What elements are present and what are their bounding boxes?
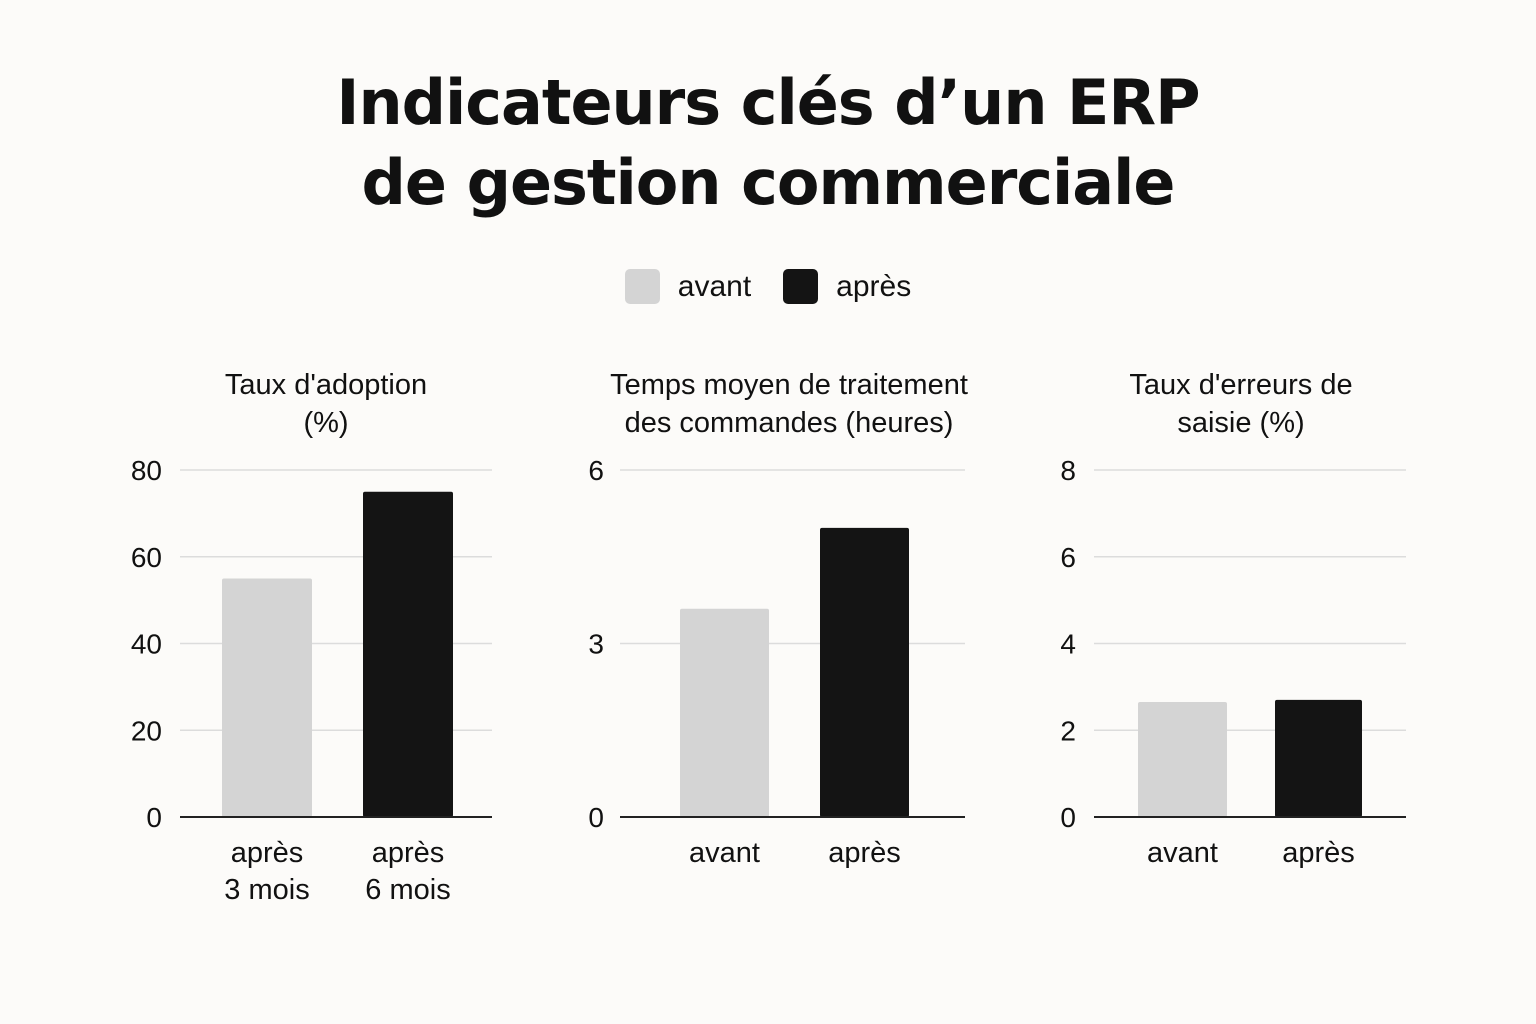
legend-item-apres[interactable]: après	[783, 269, 911, 304]
chart-1-tick-label-20: 20	[131, 715, 162, 746]
main-title-line-1: Indicateurs clés d’un ERP	[336, 66, 1200, 139]
chart-1: Taux d'adoption (%) 0 20 40 60 80 après 3 mois ap…	[131, 369, 492, 906]
chart-1-title-line-1: Taux d'adoption	[225, 369, 427, 401]
chart-3: Taux d'erreurs de saisie (%) 0 2 4 6 8 avant apr…	[1060, 369, 1406, 869]
chart-3-tick-label-0: 0	[1060, 802, 1076, 833]
chart-2-tick-label-0: 0	[588, 802, 604, 833]
legend-label-apres: après	[836, 269, 912, 303]
legend-swatch-apres	[783, 269, 819, 304]
chart-2-title-line-2: des commandes (heures)	[625, 407, 954, 439]
chart-3-tick-label-8: 8	[1060, 455, 1076, 486]
legend-swatch-avant	[624, 269, 660, 304]
chart-1-title-line-2: (%)	[303, 407, 348, 439]
chart-1-category-label-1-line-2: 3 mois	[224, 874, 309, 906]
chart-1-bar-1	[222, 578, 312, 817]
chart-2-tick-label-3: 3	[588, 629, 604, 660]
main-title-line-2: de gestion commerciale	[361, 146, 1176, 219]
chart-2: Temps moyen de traitement des commandes (…	[588, 369, 967, 869]
chart-3-title-line-1: Taux d'erreurs de	[1129, 369, 1352, 401]
chart-3-tick-label-2: 2	[1060, 715, 1076, 746]
chart-1-tick-label-60: 60	[131, 542, 162, 573]
chart-2-bar-2	[820, 527, 909, 817]
chart-1-tick-label-0: 0	[146, 802, 162, 833]
chart-3-tick-label-4: 4	[1060, 629, 1076, 660]
chart-2-title-line-1: Temps moyen de traitement	[610, 369, 968, 401]
chart-2-bar-1	[680, 608, 769, 817]
chart-2-tick-label-6: 6	[588, 455, 604, 486]
chart-1-category-label-2-line-2: 6 mois	[365, 874, 450, 906]
chart-3-category-label-2-line-1: après	[1282, 837, 1355, 869]
legend-label-avant: avant	[677, 269, 752, 303]
chart-1-bar-2	[363, 491, 453, 817]
legend: avant après	[0, 269, 1536, 304]
chart-1-category-label-1-line-1: après	[231, 837, 304, 869]
chart-3-title-line-2: saisie (%)	[1177, 407, 1304, 439]
chart-3-tick-label-6: 6	[1060, 542, 1076, 573]
chart-3-bar-2	[1275, 699, 1362, 817]
chart-2-category-label-2-line-1: après	[828, 837, 901, 869]
legend-item-avant[interactable]: avant	[624, 269, 752, 304]
chart-2-category-label-1-line-1: avant	[689, 837, 760, 869]
chart-1-category-label-2-line-1: après	[372, 837, 445, 869]
chart-3-bar-1	[1138, 702, 1227, 817]
chart-3-category-label-1-line-1: avant	[1147, 837, 1218, 869]
chart-1-tick-label-80: 80	[131, 455, 162, 486]
chart-1-tick-label-40: 40	[131, 629, 162, 660]
